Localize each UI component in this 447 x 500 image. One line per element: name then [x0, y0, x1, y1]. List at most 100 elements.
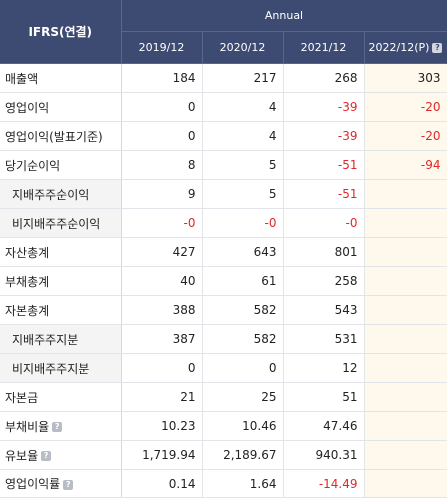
row-label-text: 부채총계 [5, 274, 50, 289]
value-cell: 801 [283, 237, 365, 267]
value-cell: -0 [121, 208, 203, 238]
value-cell: 0 [121, 121, 203, 151]
table-row: 영업이익률? 0.14 1.64 -14.49 [0, 469, 447, 498]
question-icon[interactable]: ? [41, 451, 52, 461]
table-row: 자산총계 427 643 801 [0, 237, 447, 267]
row-label: 비지배주주지분 [0, 353, 122, 383]
table-row: 자본총계 388 582 543 [0, 295, 447, 325]
table-row: 매출액 184 217 268 303 [0, 63, 447, 93]
table-row: 영업이익 0 4 -39 -20 [0, 92, 447, 122]
row-label: 자본총계 [0, 295, 122, 325]
accounting-standard-header: IFRS(연결) [0, 0, 122, 64]
row-label-text: 영업이익률 [5, 477, 61, 491]
value-cell: 303 [364, 63, 447, 93]
row-label-text: 비지배주주지분 [12, 361, 90, 376]
row-label-text: 당기순이익 [5, 158, 61, 173]
row-label: 부채총계 [0, 266, 122, 296]
row-label: 영업이익(발표기준) [0, 121, 122, 151]
row-label-text: 자본총계 [5, 303, 50, 318]
value-cell: 25 [202, 382, 284, 412]
value-cell: 61 [202, 266, 284, 296]
annual-group-header: Annual [121, 0, 447, 32]
value-cell: 5 [202, 179, 284, 209]
value-cell: 940.31 [283, 440, 365, 470]
value-cell: 9 [121, 179, 203, 209]
row-label-text: 영업이익(발표기준) [5, 129, 103, 144]
value-cell: -14.49 [283, 469, 365, 498]
value-cell: -0 [202, 208, 284, 238]
value-cell: 184 [121, 63, 203, 93]
row-label-text: 지배주주순이익 [12, 187, 90, 202]
value-cell: 543 [283, 295, 365, 325]
value-cell: 388 [121, 295, 203, 325]
value-cell: 258 [283, 266, 365, 296]
value-cell: 582 [202, 295, 284, 325]
row-label: 자본금 [0, 382, 122, 412]
row-label-text: 지배주주지분 [12, 332, 79, 347]
value-cell [364, 295, 447, 325]
row-label: 영업이익 [0, 92, 122, 122]
value-cell [364, 440, 447, 470]
row-label-text: 비지배주주순이익 [12, 216, 101, 231]
value-cell: 47.46 [283, 411, 365, 441]
value-cell: 643 [202, 237, 284, 267]
table-row: 지배주주순이익 9 5 -51 [0, 179, 447, 209]
value-cell: 387 [121, 324, 203, 354]
value-cell: 531 [283, 324, 365, 354]
value-cell: -20 [364, 121, 447, 151]
table-row: 부채비율? 10.23 10.46 47.46 [0, 411, 447, 441]
table-row: 부채총계 40 61 258 [0, 266, 447, 296]
value-cell [364, 237, 447, 267]
value-cell: 582 [202, 324, 284, 354]
value-cell: 40 [121, 266, 203, 296]
value-cell [364, 208, 447, 238]
question-icon[interactable]: ? [432, 43, 443, 53]
row-label-text: 자본금 [5, 390, 39, 405]
table-row: 유보율? 1,719.94 2,189.67 940.31 [0, 440, 447, 470]
value-cell: 0 [121, 92, 203, 122]
value-cell: 4 [202, 121, 284, 151]
value-cell: 10.23 [121, 411, 203, 441]
table-row: 비지배주주순이익 -0 -0 -0 [0, 208, 447, 238]
row-label-text: 영업이익 [5, 100, 50, 115]
value-cell: 12 [283, 353, 365, 383]
value-cell [364, 324, 447, 354]
year-header-2021: 2021/12 [283, 31, 365, 64]
value-cell: -0 [283, 208, 365, 238]
value-cell [364, 469, 447, 498]
value-cell [364, 266, 447, 296]
table-row: 지배주주지분 387 582 531 [0, 324, 447, 354]
row-label: 자산총계 [0, 237, 122, 267]
row-label-text: 자산총계 [5, 245, 50, 260]
row-label: 부채비율? [0, 411, 122, 441]
value-cell: 51 [283, 382, 365, 412]
value-cell: -20 [364, 92, 447, 122]
year-header-2022-projection: 2022/12(P)? [364, 31, 447, 64]
row-label: 유보율? [0, 440, 122, 470]
row-label-text: 매출액 [5, 71, 39, 86]
value-cell [364, 179, 447, 209]
value-cell: 427 [121, 237, 203, 267]
row-label: 당기순이익 [0, 150, 122, 180]
value-cell: -94 [364, 150, 447, 180]
value-cell: -51 [283, 150, 365, 180]
row-label: 매출액 [0, 63, 122, 93]
value-cell: -39 [283, 121, 365, 151]
question-icon[interactable]: ? [63, 479, 74, 490]
value-cell: 1.64 [202, 469, 284, 498]
table-row: 비지배주주지분 0 0 12 [0, 353, 447, 383]
row-label-text: 유보율 [5, 448, 39, 463]
value-cell: 8 [121, 150, 203, 180]
value-cell [364, 353, 447, 383]
value-cell [364, 411, 447, 441]
value-cell [364, 382, 447, 412]
table-row: 당기순이익 8 5 -51 -94 [0, 150, 447, 180]
question-icon[interactable]: ? [52, 422, 63, 432]
row-label: 영업이익률? [0, 469, 122, 498]
value-cell: 0 [121, 353, 203, 383]
value-cell: 2,189.67 [202, 440, 284, 470]
value-cell: 1,719.94 [121, 440, 203, 470]
value-cell: 5 [202, 150, 284, 180]
year-header-2019: 2019/12 [121, 31, 203, 64]
